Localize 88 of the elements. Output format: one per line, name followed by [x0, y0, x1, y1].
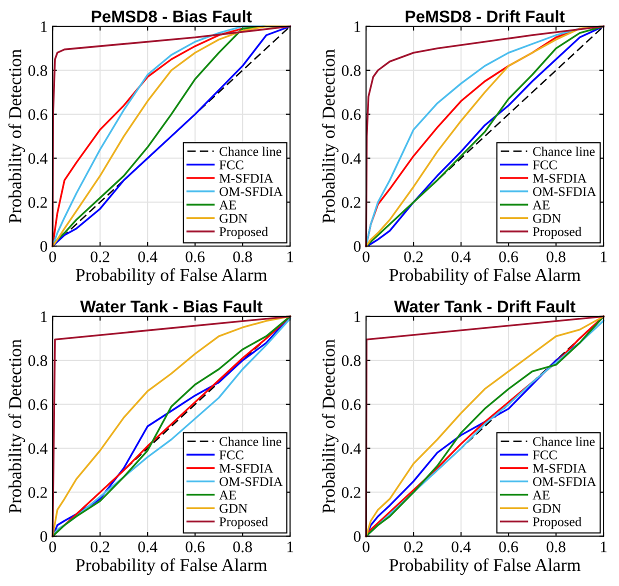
y-tick-label: 0.6 — [28, 109, 48, 120]
chart-title: Water Tank - Bias Fault — [80, 300, 262, 312]
x-tick-label: 0.8 — [233, 542, 252, 552]
y-tick-label: 0.8 — [28, 355, 48, 366]
legend-label: Chance line — [533, 436, 595, 446]
legend-label: FCC — [219, 160, 244, 170]
legend-label: Chance line — [220, 436, 282, 446]
legend-label: FCC — [219, 450, 244, 460]
x-tick-label: 0.2 — [90, 542, 110, 552]
y-tick-label: 1 — [41, 311, 47, 322]
legend-label: GDN — [220, 214, 248, 223]
y-tick-label: 0.4 — [342, 443, 361, 454]
x-tick-label: 1 — [600, 252, 607, 262]
x-tick-label: 1 — [600, 542, 607, 552]
legend-label: FCC — [532, 160, 557, 170]
x-tick-label: 0.8 — [233, 251, 252, 262]
chart-title: Water Tank - Drift Fault — [394, 300, 576, 312]
y-tick-label: 0 — [354, 531, 361, 542]
y-tick-label: 0.2 — [342, 197, 360, 208]
x-axis-title: Probability of False Alarm — [76, 558, 268, 575]
legend-label: OM-SFDIA — [220, 477, 283, 486]
y-tick-label: 0.2 — [342, 487, 360, 498]
x-tick-label: 0 — [49, 251, 56, 262]
y-axis-title: Probability of Detection — [322, 49, 338, 223]
legend-label: Proposed — [219, 516, 268, 529]
y-tick-label: 1 — [41, 21, 47, 32]
x-tick-label: 0 — [49, 542, 56, 552]
x-tick-label: 0.8 — [546, 251, 566, 262]
y-tick-label: 0.4 — [28, 153, 48, 164]
x-tick-label: 0.6 — [499, 542, 518, 552]
legend-label: Chance line — [220, 146, 282, 156]
y-tick-label: 0.6 — [342, 109, 361, 120]
y-tick-label: 0.2 — [28, 487, 47, 498]
x-tick-label: 0.6 — [499, 251, 518, 262]
y-tick-label: 0.8 — [28, 65, 48, 76]
legend-label: M-SFDIA — [532, 464, 587, 473]
y-axis-title: Probability of Detection — [8, 339, 26, 514]
y-tick-label: 0.8 — [342, 355, 361, 366]
legend-label: OM-SFDIA — [533, 187, 596, 196]
chart-title: PeMSD8 - Drift Fault — [406, 10, 565, 22]
legend-label: AE — [532, 200, 550, 210]
legend-label: M-SFDIA — [219, 174, 274, 183]
legend-label: OM-SFDIA — [533, 477, 596, 486]
x-tick-label: 0.4 — [452, 542, 471, 552]
x-tick-label: 1 — [287, 252, 294, 262]
x-tick-label: 0.6 — [186, 542, 205, 552]
y-tick-label: 0 — [354, 241, 361, 252]
x-axis-title: Probability of False Alarm — [389, 268, 581, 285]
x-tick-label: 0.2 — [404, 251, 423, 262]
x-tick-label: 0 — [362, 251, 370, 262]
legend-label: OM-SFDIA — [220, 187, 283, 196]
legend-label: Chance line — [533, 146, 595, 156]
legend-label: M-SFDIA — [532, 174, 587, 183]
y-tick-label: 0.6 — [342, 399, 361, 410]
legend-label: M-SFDIA — [219, 464, 274, 473]
x-axis-title: Probability of False Alarm — [389, 558, 581, 575]
legend-label: GDN — [533, 504, 561, 513]
chart-title: PeMSD8 - Bias Fault — [92, 10, 252, 22]
legend-label: FCC — [532, 450, 557, 460]
legend-label: GDN — [220, 504, 248, 513]
y-axis-title: Probability of Detection — [322, 339, 338, 514]
y-tick-label: 1 — [354, 311, 360, 322]
x-tick-label: 0.6 — [186, 251, 205, 262]
legend-label: Proposed — [532, 516, 582, 529]
legend-label: Proposed — [219, 226, 268, 239]
x-tick-label: 0.4 — [138, 251, 158, 262]
x-tick-label: 0 — [362, 542, 370, 552]
y-tick-label: 0 — [40, 531, 48, 542]
x-tick-label: 0.2 — [90, 251, 110, 262]
x-tick-label: 1 — [287, 542, 294, 552]
y-tick-label: 1 — [354, 21, 360, 32]
y-tick-label: 0.6 — [28, 399, 48, 410]
legend-label: AE — [532, 490, 550, 500]
y-tick-label: 0.8 — [342, 65, 361, 76]
x-tick-label: 0.2 — [404, 542, 423, 552]
y-tick-label: 0.4 — [342, 153, 361, 164]
y-axis-title: Probability of Detection — [8, 49, 26, 223]
x-tick-label: 0.4 — [138, 542, 158, 552]
x-axis-title: Probability of False Alarm — [76, 268, 268, 285]
x-tick-label: 0.8 — [546, 542, 566, 552]
legend-label: AE — [219, 490, 236, 500]
legend-label: GDN — [533, 214, 561, 223]
y-tick-label: 0.2 — [28, 197, 47, 208]
y-tick-label: 0.4 — [28, 443, 48, 454]
legend-label: AE — [219, 200, 236, 210]
x-tick-label: 0.4 — [452, 251, 471, 262]
y-tick-label: 0 — [40, 241, 48, 252]
legend-label: Proposed — [532, 226, 582, 239]
